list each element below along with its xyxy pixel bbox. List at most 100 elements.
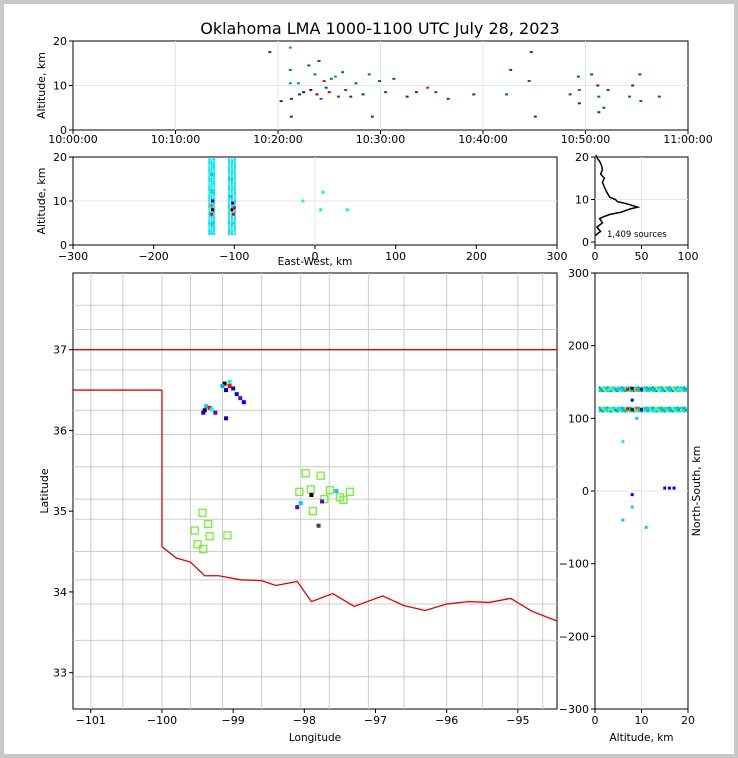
ns-source-point	[605, 406, 608, 409]
ns-source-point	[630, 493, 634, 497]
ns-source-point	[662, 406, 665, 409]
ew-source-point	[210, 158, 213, 161]
ns-source-point	[647, 408, 650, 411]
map-source-point	[298, 501, 303, 506]
ew-source-point	[208, 228, 211, 231]
ew-source-point	[208, 171, 211, 174]
ns-source-point	[652, 410, 655, 413]
ns-source-point	[670, 410, 673, 413]
ew-source-point	[227, 186, 230, 189]
ns-source-point	[627, 386, 630, 389]
ns-source-point	[645, 386, 648, 389]
ns-source-point	[635, 406, 639, 410]
ns-source-point	[619, 390, 622, 393]
ns-source-point	[655, 388, 658, 391]
time-source-point	[606, 88, 610, 91]
ns-tick-label: −200	[559, 630, 589, 643]
ew-source-point	[233, 167, 236, 169]
ns-source-point	[613, 388, 616, 391]
lma-station-marker	[301, 469, 310, 478]
ew-source-point	[227, 158, 230, 161]
ns-source-point	[624, 410, 627, 413]
ns-source-point	[623, 406, 626, 409]
map-source-point	[213, 410, 218, 415]
time-source-point	[319, 97, 323, 100]
ew-source-point	[233, 197, 236, 200]
ns-source-point	[621, 388, 624, 391]
map-source-point	[201, 410, 206, 415]
ns-source-point	[642, 386, 645, 389]
ew-source-point	[213, 206, 216, 209]
ns-source-point	[639, 390, 642, 393]
ns-alt-tick-label: 0	[592, 714, 599, 727]
ns-source-point	[676, 408, 679, 411]
ew-source-point	[208, 202, 211, 205]
ns-source-point	[649, 408, 652, 411]
ew-source-point	[213, 184, 216, 187]
ew-source-point	[227, 219, 230, 222]
ns-source-point	[624, 406, 627, 409]
ew-source-point	[210, 215, 213, 218]
ns-source-point	[636, 410, 639, 413]
ns-source-point	[647, 388, 650, 391]
ns-source-point	[660, 390, 663, 393]
ew-source-point	[213, 180, 216, 183]
ns-source-point	[681, 410, 684, 413]
ns-source-point	[644, 386, 647, 389]
ns-source-point	[658, 386, 661, 389]
ew-alt-tick-label: 0	[60, 239, 67, 252]
ns-source-point	[626, 407, 630, 411]
ns-source-point	[673, 406, 676, 409]
ew-source-point	[230, 224, 233, 227]
ns-source-point	[639, 406, 642, 409]
ns-source-point	[598, 388, 601, 391]
ns-source-point	[639, 386, 642, 389]
map-source-point	[224, 416, 229, 421]
hist-alt-tick-label: 20	[575, 151, 589, 164]
time-source-point	[367, 73, 371, 76]
ew-source-point	[208, 158, 211, 161]
latitude-tick-label: 33	[53, 667, 67, 680]
map-source-point	[295, 505, 300, 510]
ns-source-point	[684, 388, 687, 391]
ew-alt-tick-label: 20	[53, 151, 67, 164]
ns-source-point	[680, 390, 683, 393]
ew-source-point	[208, 167, 211, 169]
map-source-point	[231, 386, 236, 391]
time-source-point	[377, 80, 381, 83]
ew-source-point	[213, 230, 216, 233]
ns-source-point	[607, 387, 611, 391]
ns-source-point	[621, 406, 624, 409]
lma-station-marker	[204, 519, 213, 529]
ns-alt-tick-label: 20	[681, 714, 695, 727]
time-source-point	[597, 111, 601, 114]
ns-source-point	[676, 410, 679, 413]
map-source-point	[224, 388, 229, 393]
ew-source-point	[210, 211, 213, 213]
ns-source-point	[613, 386, 616, 389]
ns-source-point	[603, 410, 606, 413]
ns-source-point	[684, 408, 687, 411]
ew-source-point	[208, 162, 211, 165]
ns-source-point	[653, 406, 656, 409]
time-source-point	[657, 95, 661, 98]
lma-station-marker	[320, 494, 329, 504]
ew-source-point	[213, 175, 216, 178]
ns-source-point	[655, 406, 658, 409]
map-xlabel: Longitude	[289, 732, 341, 744]
ns-source-point	[655, 386, 658, 389]
ew-source-point	[233, 200, 236, 202]
ns-source-point	[675, 388, 678, 391]
ns-source-point	[650, 386, 653, 389]
ns-source-point	[621, 410, 624, 413]
ns-source-point	[647, 410, 650, 413]
ew-source-point	[227, 191, 230, 194]
time-tick-label: 10:50:00	[561, 133, 610, 146]
ew-source-point	[233, 222, 236, 224]
ns-source-point	[644, 407, 648, 411]
ns-source-point	[632, 388, 635, 391]
map-source-point	[220, 384, 225, 389]
ns-source-point	[665, 388, 668, 391]
ns-source-point	[672, 408, 676, 412]
ns-source-point	[680, 386, 683, 389]
